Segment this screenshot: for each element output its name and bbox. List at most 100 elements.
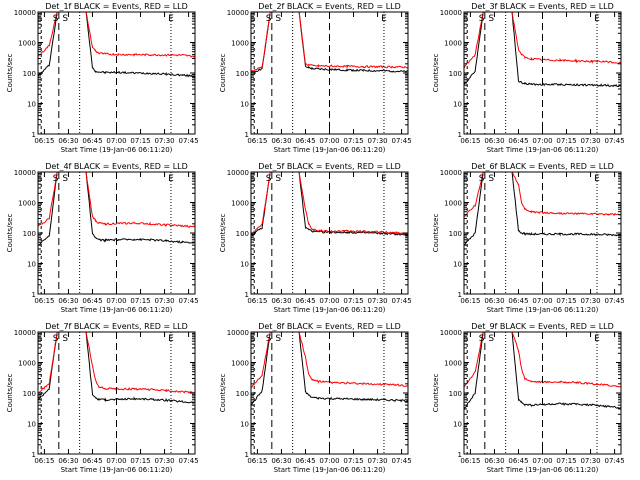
x-tick-label: 06:30 — [58, 297, 78, 305]
y-tick-label: 10 — [27, 421, 36, 429]
x-tick-label: 07:30 — [367, 457, 387, 465]
y-tick-label: 10000 — [227, 169, 249, 177]
y-tick-label: 100 — [236, 390, 249, 398]
y-tick-label: 100 — [449, 390, 462, 398]
x-axis-label: Start Time (19-Jan-06 06:11:20) — [487, 306, 599, 314]
event-marker-label: E — [37, 14, 43, 24]
y-tick-label: 10 — [240, 101, 249, 109]
series-events-line — [251, 332, 408, 407]
x-tick-label: 07:00 — [532, 297, 552, 305]
x-tick-label: 07:30 — [367, 297, 387, 305]
event-marker-label: E — [381, 334, 387, 344]
x-tick-label: 07:30 — [580, 137, 600, 145]
event-marker-label: E — [37, 334, 43, 344]
x-tick-label: 07:30 — [580, 457, 600, 465]
event-marker-label: S — [53, 14, 59, 24]
series-events-line — [38, 172, 195, 246]
x-tick-label: 06:15 — [460, 457, 480, 465]
x-tick-label: 07:30 — [580, 297, 600, 305]
x-tick-label: 07:00 — [106, 137, 126, 145]
x-tick-label: 07:00 — [319, 297, 339, 305]
event-marker-label: S — [275, 334, 281, 344]
x-tick-label: 07:00 — [532, 137, 552, 145]
x-tick-label: 06:45 — [82, 457, 102, 465]
y-tick-label: 100 — [236, 230, 249, 238]
event-marker-label: S — [479, 334, 485, 344]
panel-6: 1 10 100 1000 10000 06:15 06:30 06:45 07:00 07:15… — [432, 162, 625, 314]
x-tick-label: 07:00 — [106, 297, 126, 305]
x-tick-label: 06:45 — [508, 457, 528, 465]
panel-3: 1 10 100 1000 10000 06:15 06:30 06:45 07:00 07:15… — [432, 2, 625, 154]
y-tick-label: 1 — [458, 131, 462, 139]
panel-2: 1 10 100 1000 10000 06:15 06:30 06:45 07:00 07:15… — [219, 2, 412, 154]
y-tick-label: 1000 — [231, 40, 249, 48]
y-tick-label: 10000 — [14, 9, 36, 17]
y-tick-label: 1 — [245, 131, 249, 139]
event-marker-label: S — [479, 14, 485, 24]
x-axis-label: Start Time (19-Jan-06 06:11:20) — [61, 146, 173, 154]
panel-title: Det_7f BLACK = Events, RED = LLD — [45, 322, 188, 331]
event-marker-label: E — [594, 14, 600, 24]
y-tick-label: 1000 — [231, 200, 249, 208]
y-tick-label: 10 — [453, 421, 462, 429]
y-tick-label: 1000 — [18, 360, 36, 368]
x-tick-label: 06:15 — [247, 297, 267, 305]
y-tick-label: 10 — [27, 101, 36, 109]
y-tick-label: 1 — [458, 291, 462, 299]
event-marker-label: S — [479, 174, 485, 184]
y-tick-label: 10000 — [227, 9, 249, 17]
x-tick-label: 06:45 — [295, 457, 315, 465]
event-marker-label: S — [53, 174, 59, 184]
x-tick-label: 07:00 — [532, 457, 552, 465]
event-marker-label: S — [62, 334, 68, 344]
x-tick-label: 07:15 — [343, 457, 363, 465]
x-tick-label: 07:00 — [106, 457, 126, 465]
event-marker-label: S — [266, 174, 272, 184]
event-marker-label: S — [488, 174, 494, 184]
y-axis-label: Counts/sec — [6, 374, 14, 413]
series-events-line — [464, 172, 621, 246]
y-tick-label: 10000 — [14, 329, 36, 337]
panel-7: 1 10 100 1000 10000 06:15 06:30 06:45 07:00 07:15… — [6, 322, 199, 474]
y-tick-label: 100 — [236, 70, 249, 78]
y-axis-label: Counts/sec — [219, 214, 227, 253]
series-lld-line — [464, 172, 621, 217]
panel-title: Det_4f BLACK = Events, RED = LLD — [45, 162, 188, 171]
x-axis-label: Start Time (19-Jan-06 06:11:20) — [487, 466, 599, 474]
x-tick-label: 06:30 — [484, 297, 504, 305]
y-tick-label: 10000 — [14, 169, 36, 177]
y-axis-label: Counts/sec — [432, 54, 440, 93]
y-tick-label: 100 — [23, 230, 36, 238]
y-axis-label: Counts/sec — [432, 214, 440, 253]
x-tick-label: 06:15 — [460, 137, 480, 145]
x-tick-label: 06:15 — [247, 457, 267, 465]
x-tick-label: 06:15 — [247, 137, 267, 145]
x-axis-label: Start Time (19-Jan-06 06:11:20) — [61, 466, 173, 474]
x-tick-label: 07:30 — [154, 137, 174, 145]
panel-9: 1 10 100 1000 10000 06:15 06:30 06:45 07:00 07:15… — [432, 322, 625, 474]
event-marker-label: E — [168, 174, 174, 184]
event-marker-label: E — [250, 14, 256, 24]
panel-title: Det_6f BLACK = Events, RED = LLD — [471, 162, 614, 171]
event-marker-label: S — [266, 334, 272, 344]
panel-5: 1 10 100 1000 10000 06:15 06:30 06:45 07:00 07:15… — [219, 162, 412, 314]
panel-8: 1 10 100 1000 10000 06:15 06:30 06:45 07:00 07:15… — [219, 322, 412, 474]
x-axis-label: Start Time (19-Jan-06 06:11:20) — [61, 306, 173, 314]
series-lld-line — [38, 172, 195, 228]
x-tick-label: 07:45 — [391, 457, 411, 465]
y-tick-label: 1 — [32, 451, 36, 459]
x-tick-label: 07:45 — [391, 297, 411, 305]
x-tick-label: 07:45 — [391, 137, 411, 145]
event-marker-label: E — [168, 334, 174, 344]
panel-title: Det_8f BLACK = Events, RED = LLD — [258, 322, 401, 331]
x-tick-label: 07:30 — [367, 137, 387, 145]
y-tick-label: 100 — [449, 230, 462, 238]
panel-title: Det_1f BLACK = Events, RED = LLD — [45, 2, 188, 11]
y-tick-label: 1000 — [444, 360, 462, 368]
event-marker-label: E — [381, 14, 387, 24]
series-lld-line — [464, 332, 621, 388]
x-tick-label: 06:30 — [58, 137, 78, 145]
y-tick-label: 1000 — [444, 40, 462, 48]
event-marker-label: S — [488, 334, 494, 344]
y-axis-label: Counts/sec — [219, 374, 227, 413]
